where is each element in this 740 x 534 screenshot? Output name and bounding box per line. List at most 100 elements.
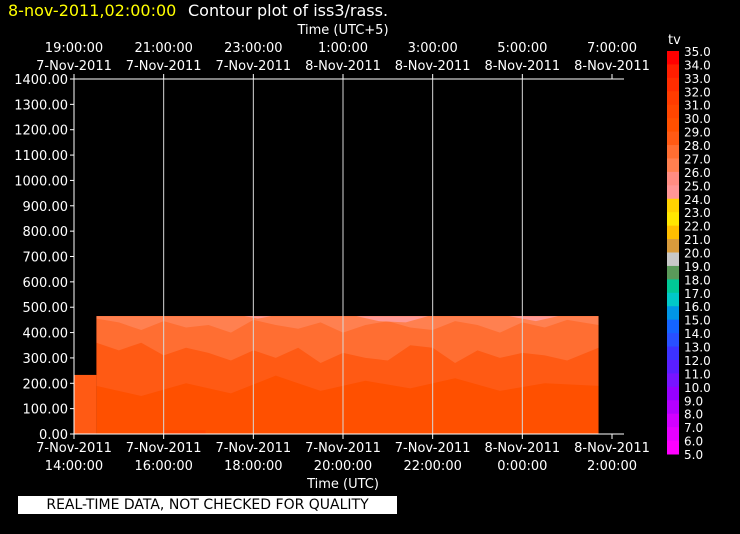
x-tick-label-date: 7-Nov-2011 [395, 441, 471, 456]
colorbar-level-label: 28.0 [684, 139, 711, 153]
y-tick-label: 1000.00 [14, 174, 68, 189]
x-tick-label-time: 2:00:00 [587, 459, 637, 474]
y-tick-label: 700.00 [23, 251, 69, 266]
y-tick-label: 800.00 [23, 225, 69, 240]
colorbar-segment [667, 225, 679, 240]
colorbar-segment [667, 400, 679, 415]
colorbar-level-label: 24.0 [684, 193, 711, 207]
colorbar-level-label: 33.0 [684, 72, 711, 86]
colorbar-segment [667, 131, 679, 146]
top-tick-label-time: 21:00:00 [134, 41, 192, 56]
colorbar-segment [667, 427, 679, 442]
colorbar-level-label: 29.0 [684, 126, 711, 140]
colorbar-segment [667, 346, 679, 361]
contour-band-3 [244, 316, 599, 323]
top-axis-label: Time (UTC+5) [296, 23, 388, 38]
colorbar-level-label: 34.0 [684, 58, 711, 72]
colorbar-segment [667, 265, 679, 280]
colorbar-segment [667, 306, 679, 321]
quality-note: REAL-TIME DATA, NOT CHECKED FOR QUALITY [18, 496, 397, 514]
x-tick-label-date: 7-Nov-2011 [36, 441, 112, 456]
colorbar-level-label: 26.0 [684, 166, 711, 180]
y-tick-label: 1400.00 [14, 73, 68, 88]
y-tick-label: 1100.00 [14, 149, 68, 164]
top-tick-label-time: 7:00:00 [587, 41, 637, 56]
contour-speck-0 [163, 430, 188, 434]
y-tick-label: 600.00 [23, 276, 69, 291]
contour-early-block [74, 374, 97, 434]
colorbar-level-label: 32.0 [684, 85, 711, 99]
top-tick-label-date: 8-Nov-2011 [484, 59, 560, 74]
colorbar-segment [667, 440, 679, 455]
x-tick-label-date: 8-Nov-2011 [484, 441, 560, 456]
colorbar-segment [667, 171, 679, 186]
colorbar-level-label: 13.0 [684, 341, 711, 355]
colorbar-level-label: 31.0 [684, 99, 711, 113]
colorbar-segment [667, 292, 679, 307]
colorbar-level-label: 16.0 [684, 300, 711, 314]
x-axis-label: Time (UTC) [306, 477, 379, 492]
top-tick-label-date: 7-Nov-2011 [215, 59, 291, 74]
colorbar-segment [667, 359, 679, 374]
colorbar-segment [667, 145, 679, 159]
colorbar-level-label: 7.0 [684, 421, 703, 435]
colorbar-level-label: 20.0 [684, 247, 711, 261]
x-tick-label-time: 20:00:00 [314, 459, 372, 474]
top-tick-label-time: 1:00:00 [318, 41, 368, 56]
colorbar-segment [667, 77, 679, 92]
colorbar-level-label: 25.0 [684, 179, 711, 193]
colorbar-level-label: 30.0 [684, 112, 711, 126]
y-tick-label: 1200.00 [14, 124, 68, 139]
colorbar-level-label: 27.0 [684, 152, 711, 166]
colorbar-level-label: 12.0 [684, 354, 711, 368]
x-tick-label-date: 7-Nov-2011 [126, 441, 202, 456]
colorbar-segment [667, 239, 679, 253]
x-tick-label-time: 16:00:00 [134, 459, 192, 474]
colorbar-level-label: 23.0 [684, 206, 711, 220]
y-tick-label: 300.00 [23, 352, 69, 367]
colorbar-level-label: 10.0 [684, 381, 711, 395]
header-title: Contour plot of iss3/rass. [188, 1, 389, 20]
colorbar-segment [667, 413, 679, 428]
top-tick-label-time: 23:00:00 [224, 41, 282, 56]
colorbar-segment [667, 51, 679, 65]
y-tick-label: 400.00 [23, 327, 69, 342]
top-tick-label-date: 8-Nov-2011 [574, 59, 650, 74]
colorbar-segment [667, 386, 679, 401]
colorbar-level-label: 15.0 [684, 314, 711, 328]
colorbar-segment [667, 212, 679, 227]
colorbar-level-label: 6.0 [684, 435, 703, 449]
x-tick-label-date: 8-Nov-2011 [574, 441, 650, 456]
y-tick-label: 500.00 [23, 301, 69, 316]
colorbar-level-label: 8.0 [684, 408, 703, 422]
colorbar-segment [667, 91, 679, 106]
colorbar-segment [667, 373, 679, 388]
top-tick-label-time: 3:00:00 [408, 41, 458, 56]
top-tick-label-date: 8-Nov-2011 [395, 59, 471, 74]
y-tick-label: 200.00 [23, 377, 69, 392]
x-tick-label-date: 7-Nov-2011 [305, 441, 381, 456]
colorbar-segment [667, 198, 679, 213]
colorbar-level-label: 9.0 [684, 394, 703, 408]
colorbar-segment [667, 158, 679, 173]
colorbar-segment [667, 252, 679, 267]
top-tick-label-date: 7-Nov-2011 [36, 59, 112, 74]
colorbar-segment [667, 333, 679, 348]
y-tick-label: 900.00 [23, 200, 69, 215]
top-tick-label-time: 19:00:00 [45, 41, 103, 56]
x-tick-label-time: 22:00:00 [403, 459, 461, 474]
colorbar-segment [667, 319, 679, 334]
y-tick-label: 0.00 [39, 428, 68, 443]
colorbar-level-label: 17.0 [684, 287, 711, 301]
x-tick-label-date: 7-Nov-2011 [215, 441, 291, 456]
contour-speck-1 [181, 430, 206, 434]
colorbar-segment [667, 279, 679, 294]
y-tick-label: 100.00 [23, 403, 69, 418]
header-date: 8-nov-2011,02:00:00 [8, 1, 177, 20]
contour-band-2 [96, 316, 599, 333]
colorbar-label: tv [668, 33, 681, 48]
colorbar-segment [667, 64, 679, 79]
top-tick-label-date: 7-Nov-2011 [126, 59, 202, 74]
x-tick-label-time: 18:00:00 [224, 459, 282, 474]
